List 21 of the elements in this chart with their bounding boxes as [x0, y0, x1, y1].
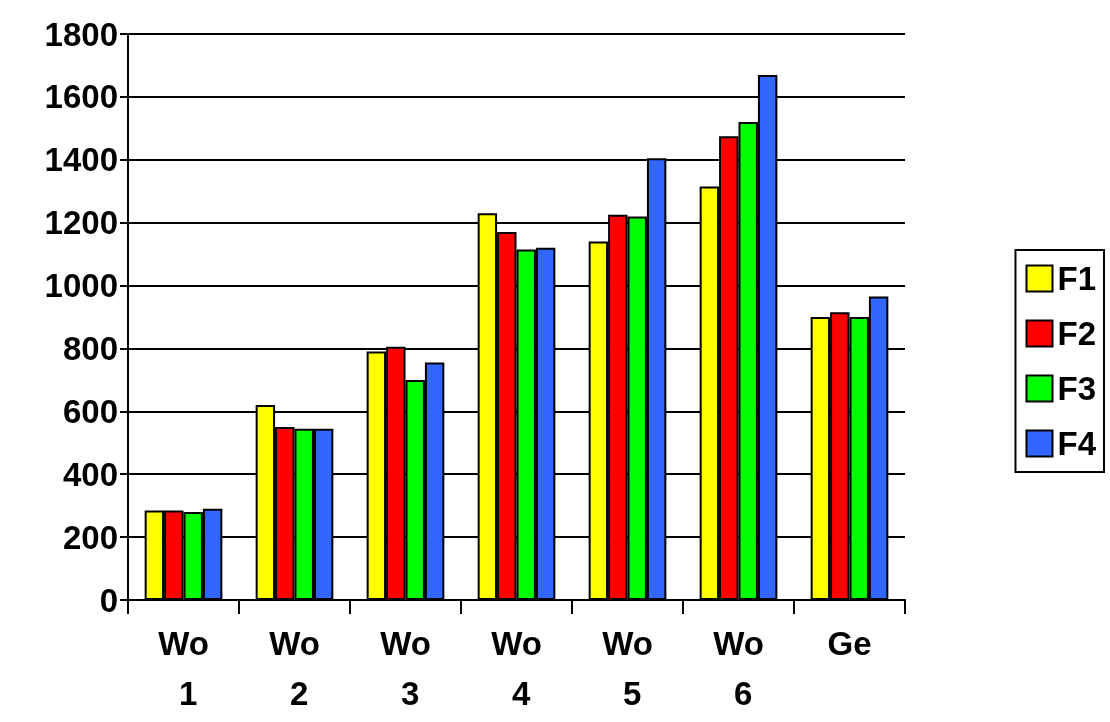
x-tick-label: Wo 6	[713, 624, 764, 712]
x-tick-label: Wo 1	[158, 624, 209, 712]
y-tick-label: 1600	[44, 78, 118, 116]
y-tick-label: 1800	[44, 15, 118, 53]
x-tick-label: Wo 4	[491, 624, 542, 712]
x-tick-label: Wo 5	[602, 624, 653, 712]
y-tick-label: 400	[62, 455, 118, 493]
y-tick-label: 1200	[44, 204, 118, 242]
legend-label: F3	[1057, 370, 1096, 407]
y-tick-label: 1000	[44, 267, 118, 305]
x-tick-label: Wo 3	[380, 624, 431, 712]
legend-label: F2	[1057, 315, 1096, 352]
y-tick-label: 1400	[44, 141, 118, 179]
y-tick-label: 600	[62, 392, 118, 430]
y-tick-label: 800	[62, 329, 118, 367]
legend-label: F1	[1057, 260, 1096, 297]
legend-label: F4	[1057, 425, 1097, 462]
x-tick-label: Wo 2	[269, 624, 320, 712]
x-tick-label: Ge	[827, 624, 872, 662]
y-tick-label: 0	[99, 581, 118, 619]
y-tick-label: 200	[62, 518, 118, 556]
